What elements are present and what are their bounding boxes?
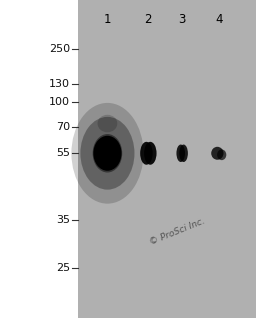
Text: 4: 4 <box>215 13 222 26</box>
Text: 130: 130 <box>49 79 70 89</box>
Ellipse shape <box>71 103 143 204</box>
Text: 35: 35 <box>56 215 70 225</box>
Text: 100: 100 <box>49 97 70 107</box>
Text: 2: 2 <box>145 13 152 26</box>
Ellipse shape <box>98 115 117 132</box>
Ellipse shape <box>211 147 223 160</box>
Text: 55: 55 <box>56 148 70 158</box>
Ellipse shape <box>179 144 188 162</box>
Text: 70: 70 <box>56 122 70 132</box>
Ellipse shape <box>80 117 134 190</box>
Text: 25: 25 <box>56 263 70 273</box>
Text: 250: 250 <box>49 44 70 54</box>
Ellipse shape <box>217 149 226 160</box>
Ellipse shape <box>176 144 185 162</box>
Ellipse shape <box>144 142 157 165</box>
Ellipse shape <box>93 136 122 171</box>
Ellipse shape <box>140 142 153 165</box>
Text: 1: 1 <box>104 13 111 26</box>
Bar <box>78 0 256 318</box>
Text: © ProSci Inc.: © ProSci Inc. <box>149 217 207 247</box>
Text: 3: 3 <box>178 13 186 26</box>
Ellipse shape <box>93 134 122 172</box>
